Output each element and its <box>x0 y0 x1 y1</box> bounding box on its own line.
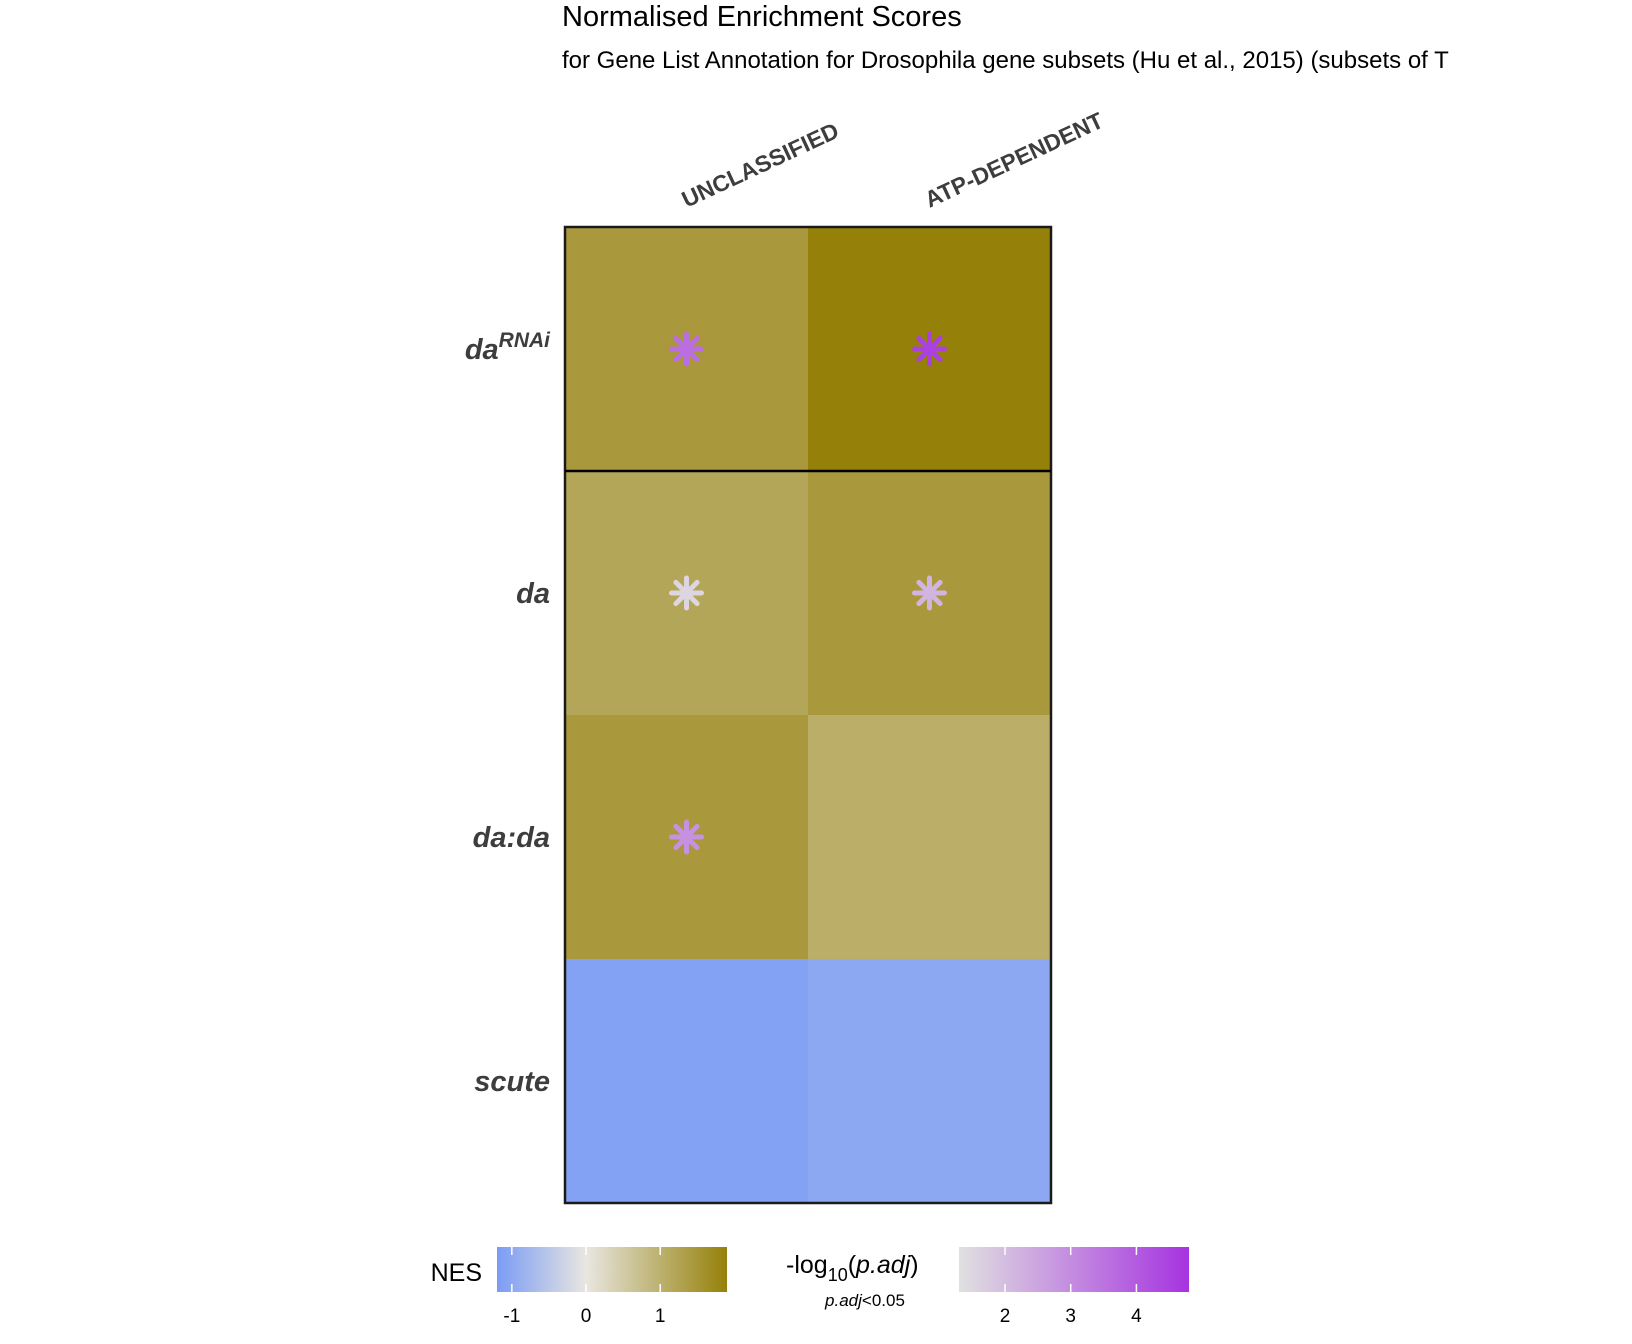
legend-tick-label: 4 <box>1131 1306 1142 1327</box>
padj-colorbar <box>959 1247 1189 1292</box>
heatmap-cell <box>565 959 808 1203</box>
significance-marker <box>669 819 704 855</box>
chart-title: Normalised Enrichment Scores <box>562 1 962 33</box>
row-label: da <box>516 578 550 610</box>
row-label-base: scute <box>474 1066 550 1098</box>
padj-title-open-paren: ( <box>848 1251 857 1279</box>
row-label-base: da <box>465 334 499 366</box>
legend-tick-label: 2 <box>1000 1306 1011 1327</box>
legend-tick-label: 1 <box>655 1306 666 1327</box>
nes-ticks: -1 0 1 <box>503 1247 666 1327</box>
row-label-base: da <box>516 578 550 610</box>
row-label: daRNAi <box>465 329 551 366</box>
padj-note-rest: <0.05 <box>862 1291 905 1310</box>
padj-note-italic: p.adj <box>824 1291 863 1310</box>
row-label-superscript: RNAi <box>499 329 551 352</box>
heatmap-cell <box>808 959 1051 1203</box>
padj-title-sub: 10 <box>828 1265 848 1285</box>
column-label: UNCLASSIFIED <box>678 117 843 212</box>
row-label: da:da <box>473 822 550 854</box>
legend-tick-label: 0 <box>581 1306 592 1327</box>
significance-markers <box>669 331 947 855</box>
nes-colorbar <box>497 1247 727 1292</box>
significance-marker <box>669 331 704 367</box>
column-label: ATP-DEPENDENT <box>921 107 1108 212</box>
column-labels: UNCLASSIFIED ATP-DEPENDENT <box>678 107 1108 212</box>
significance-marker <box>912 575 947 611</box>
significance-marker <box>669 575 704 611</box>
significance-marker <box>912 331 947 367</box>
chart-subtitle: for Gene List Annotation for Drosophila … <box>562 47 1449 74</box>
nes-legend-title: NES <box>431 1259 482 1287</box>
padj-legend-title: -log10(p.adj) <box>786 1251 919 1285</box>
heatmap-border <box>563 225 1053 1205</box>
padj-ticks: 2 3 4 <box>1000 1247 1142 1327</box>
legend-tick-label: 3 <box>1065 1306 1076 1327</box>
row-label: scute <box>474 1066 550 1098</box>
padj-title-arg: p.adj <box>855 1251 912 1279</box>
heatmap-frame <box>563 225 1053 1205</box>
heatmap-cell <box>808 715 1051 959</box>
row-label-base: da:da <box>473 822 550 854</box>
nes-legend: NES -1 0 1 <box>431 1247 727 1327</box>
heatmap-cells <box>565 227 1051 1203</box>
legend-tick-label: -1 <box>503 1306 520 1327</box>
padj-legend-note: p.adj<0.05 <box>824 1291 905 1310</box>
padj-title-prefix: -log <box>786 1251 828 1279</box>
padj-title-close-paren: ) <box>910 1251 918 1279</box>
